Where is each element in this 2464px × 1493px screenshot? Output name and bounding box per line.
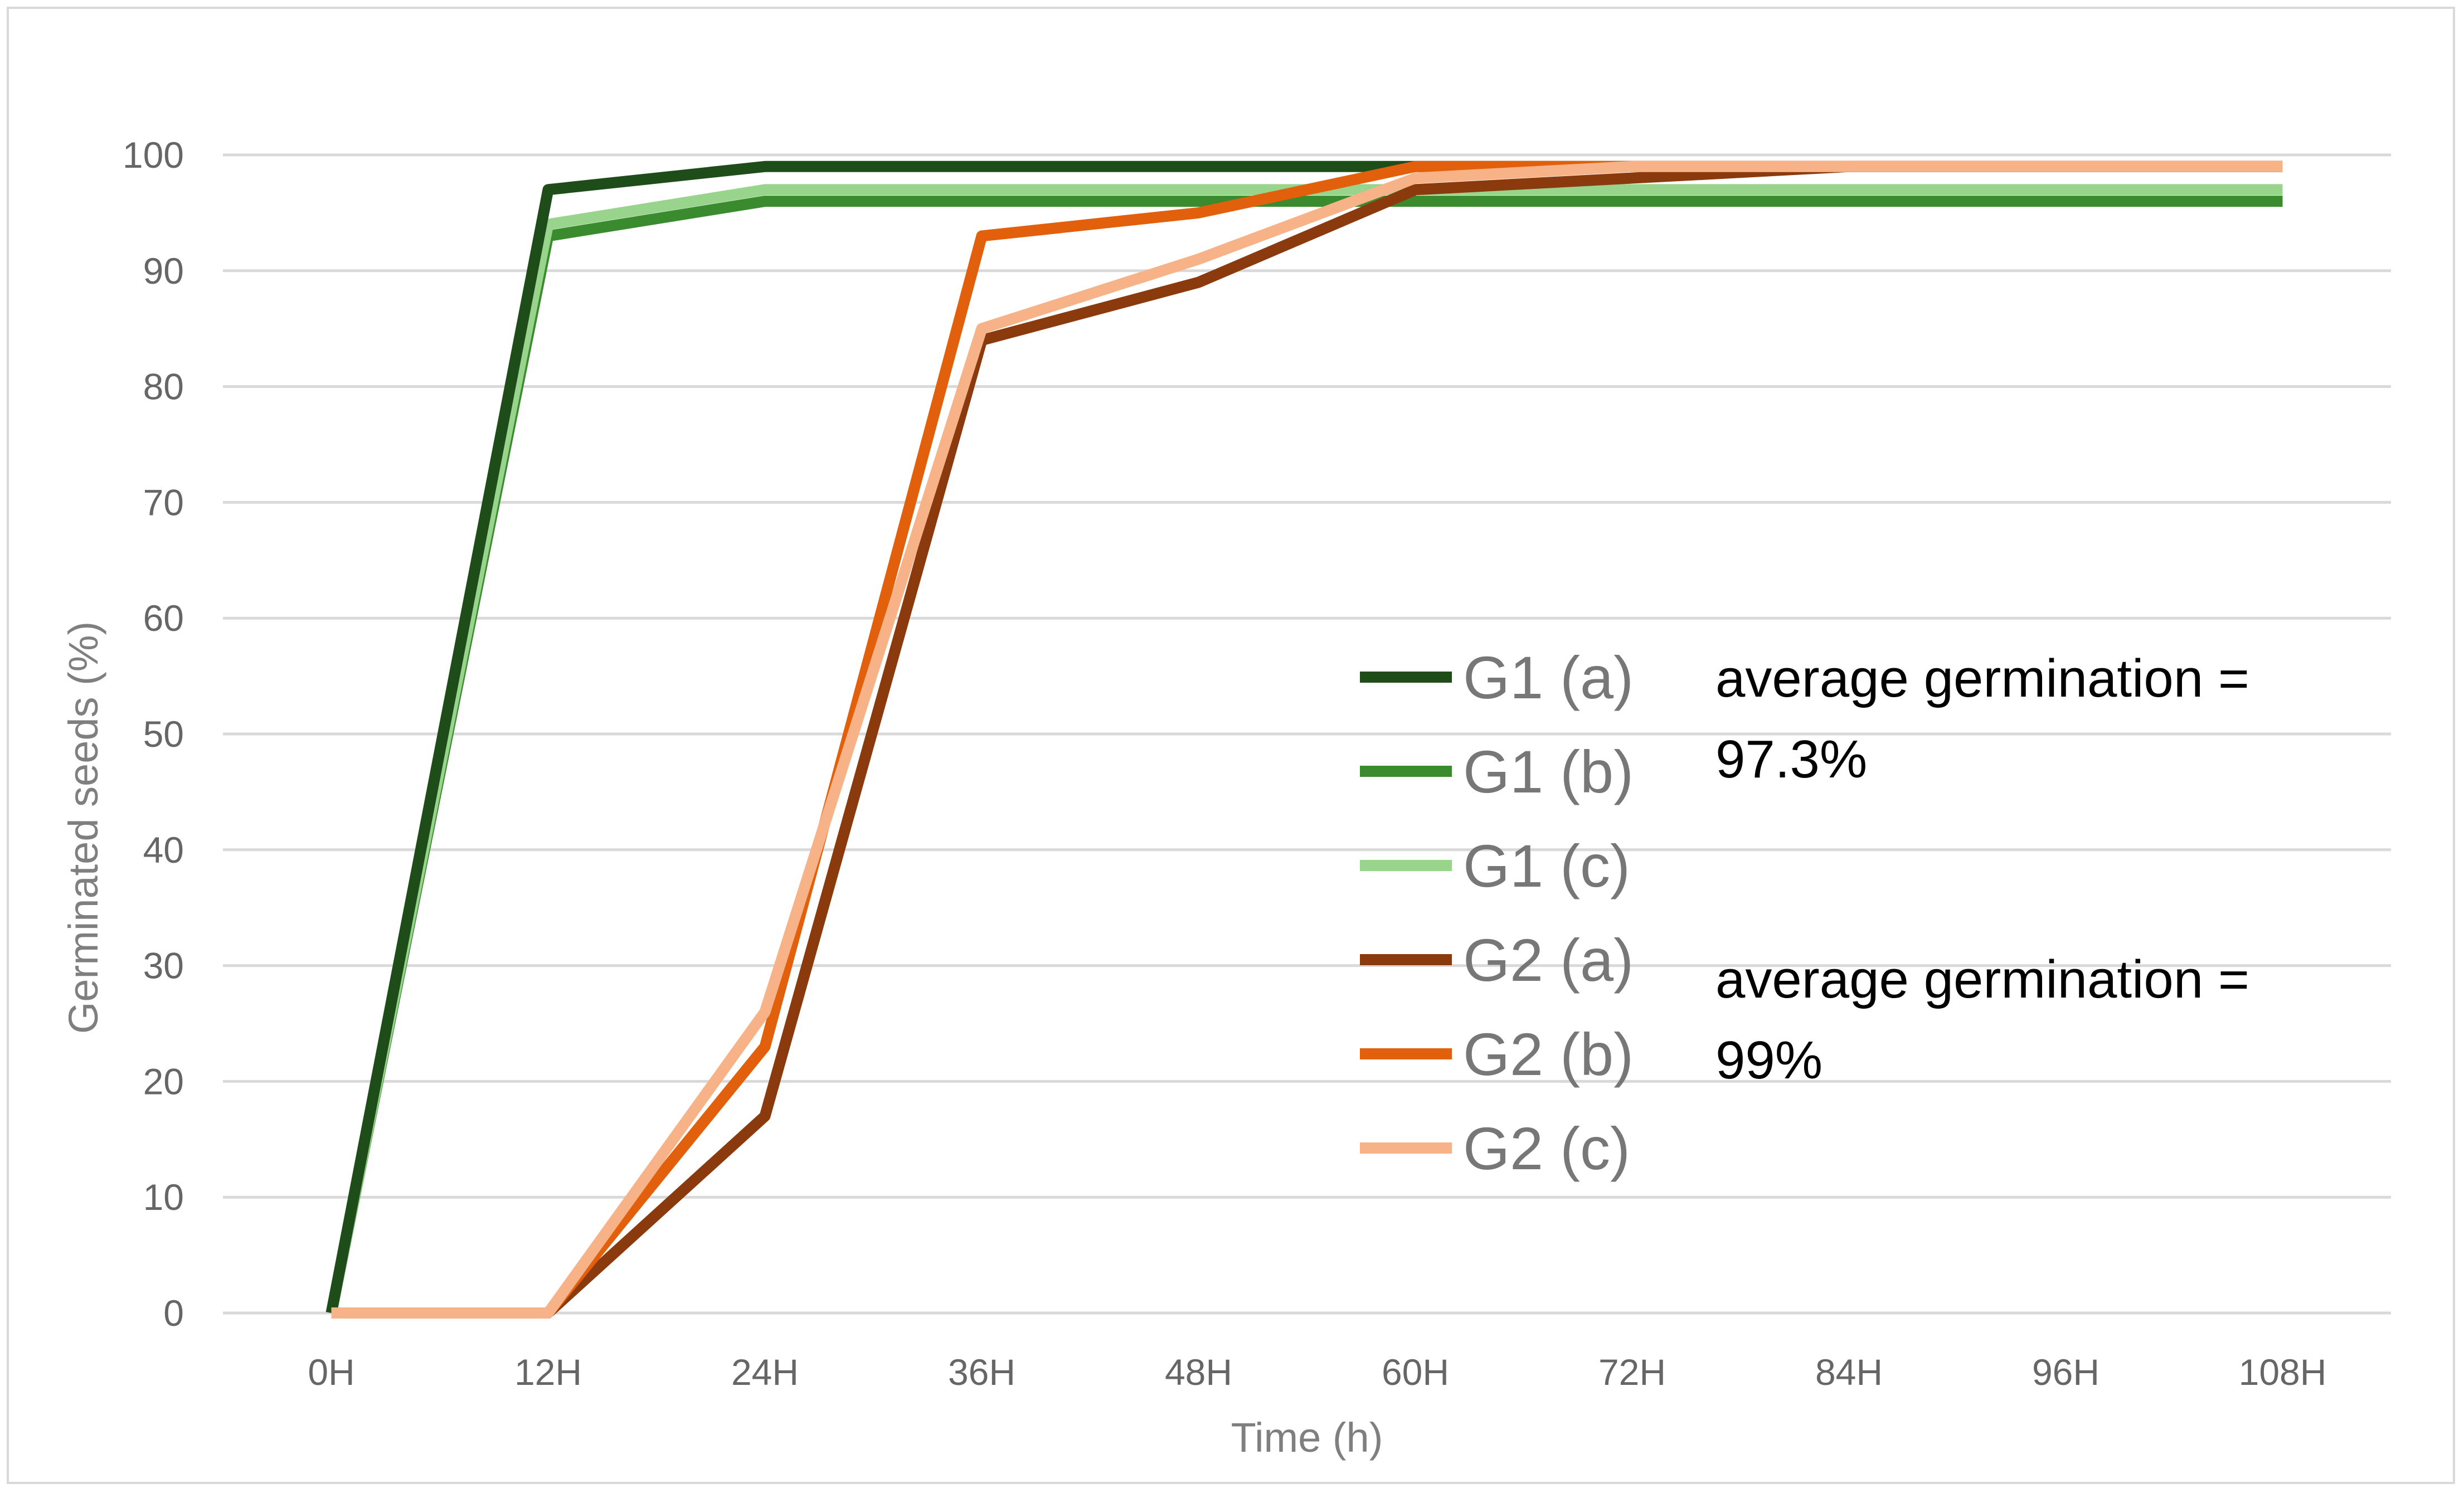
- y-axis-title: Germinated seeds (%): [60, 621, 106, 1034]
- annotation-g1-value: 97.3%: [1715, 730, 1867, 789]
- legend-label-g2-a: G2 (a): [1463, 926, 1634, 994]
- x-tick-label: 96H: [2032, 1351, 2099, 1393]
- y-tick-label: 90: [143, 250, 184, 291]
- annotation-g2-line1: average germination =: [1715, 950, 2249, 1009]
- y-tick-label: 50: [143, 713, 184, 755]
- annotations: average germination = 97.3% average germ…: [1715, 649, 2249, 1090]
- x-tick-label: 72H: [1598, 1351, 1666, 1393]
- legend: G1 (a) G1 (b) G1 (c) G2 (a) G2 (b) G2 (c): [1360, 644, 1634, 1182]
- x-tick-label: 84H: [1815, 1351, 1883, 1393]
- legend-label-g2-c: G2 (c): [1463, 1115, 1630, 1182]
- series-line-g2-c: [331, 161, 2283, 1319]
- legend-label-g1-c: G1 (c): [1463, 832, 1630, 899]
- y-tick-label: 60: [143, 597, 184, 639]
- y-tick-label: 70: [143, 482, 184, 523]
- x-tick-label: 60H: [1382, 1351, 1449, 1393]
- y-tick-label: 80: [143, 366, 184, 407]
- gridlines: [223, 153, 2391, 1315]
- x-tick-label: 48H: [1165, 1351, 1232, 1393]
- x-tick-label: 108H: [2239, 1351, 2327, 1393]
- y-axis-ticks: 0 10 20 30 40 50 60 70 80 90 100: [123, 134, 184, 1334]
- y-tick-label: 0: [163, 1292, 184, 1334]
- y-tick-label: 20: [143, 1061, 184, 1102]
- y-tick-label: 10: [143, 1176, 184, 1218]
- series-line-g1-b: [325, 196, 2283, 1314]
- series-line-g2-b: [331, 161, 2283, 1319]
- series-line-g1-c: [325, 184, 2283, 1314]
- x-tick-label: 12H: [514, 1351, 582, 1393]
- series-line-g2-a: [331, 161, 2283, 1319]
- series-lines: [325, 161, 2283, 1319]
- x-tick-label: 36H: [948, 1351, 1015, 1393]
- x-axis-title: Time (h): [1231, 1414, 1383, 1461]
- y-tick-label: 30: [143, 945, 184, 986]
- y-tick-label: 40: [143, 829, 184, 870]
- annotation-g1-line1: average germination =: [1715, 649, 2249, 708]
- legend-label-g1-a: G1 (a): [1463, 644, 1634, 711]
- annotation-g2-value: 99%: [1715, 1030, 1823, 1090]
- x-tick-label: 24H: [731, 1351, 799, 1393]
- legend-label-g1-b: G1 (b): [1463, 738, 1634, 805]
- series-line-g1-a: [325, 161, 2283, 1314]
- y-tick-label: 100: [123, 134, 184, 176]
- x-tick-label: 0H: [308, 1351, 354, 1393]
- x-axis-ticks: 0H 12H 24H 36H 48H 60H 72H 84H 96H 108H: [308, 1351, 2326, 1393]
- legend-label-g2-b: G2 (b): [1463, 1020, 1634, 1088]
